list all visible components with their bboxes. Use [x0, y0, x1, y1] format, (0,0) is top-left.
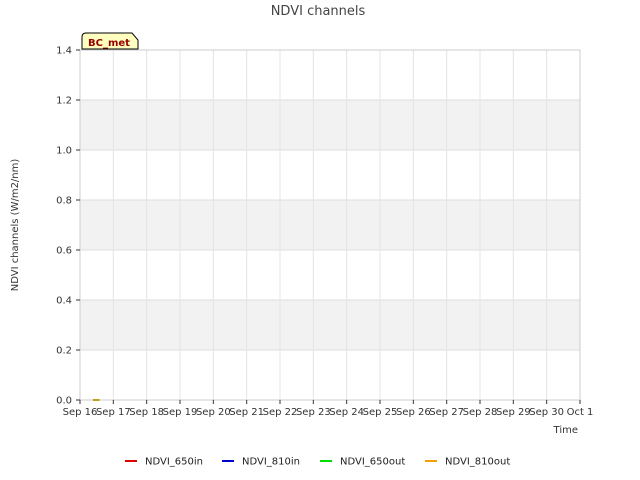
x-tick-label: Oct 1	[567, 407, 594, 418]
legend-item-NDVI_650out: NDVI_650out	[320, 457, 405, 468]
legend-item-NDVI_650in: NDVI_650in	[125, 457, 203, 468]
legend-label: NDVI_650out	[340, 457, 405, 468]
legend: NDVI_650in NDVI_810in NDVI_650out NDVI_810o…	[125, 457, 510, 468]
x-tick-label: Sep 19	[163, 407, 198, 418]
x-tick-label: Sep 26	[396, 407, 431, 418]
plot-band	[80, 150, 580, 200]
plot-band	[80, 100, 580, 150]
y-tick-label: 1.4	[56, 46, 72, 57]
chart-title: NDVI channels	[271, 4, 366, 19]
x-tick-label: Sep 22	[263, 407, 298, 418]
x-tick-label: Sep 30	[529, 407, 564, 418]
x-tick-label: Sep 17	[96, 407, 131, 418]
legend-label: NDVI_810out	[445, 457, 510, 468]
plot-band	[80, 200, 580, 250]
x-tick-label: Sep 16	[63, 407, 98, 418]
x-axis-label: Time	[553, 425, 578, 436]
x-tick-label: Sep 24	[329, 407, 364, 418]
x-tick-label: Sep 18	[129, 407, 164, 418]
legend-item-NDVI_810in: NDVI_810in	[222, 457, 300, 468]
plot-background-bands	[79, 49, 581, 401]
y-tick-label: 1.0	[56, 146, 72, 157]
legend-item-NDVI_810out: NDVI_810out	[425, 457, 510, 468]
x-tick-label: Sep 21	[229, 407, 264, 418]
x-tick-label: Sep 28	[463, 407, 498, 418]
y-tick-label: 1.2	[56, 96, 72, 107]
y-tick-label: 0.2	[56, 346, 72, 357]
plot-frame	[79, 49, 581, 401]
y-tick-label: 0.6	[56, 246, 72, 257]
plot-band	[80, 350, 580, 400]
x-tick-label: Sep 23	[296, 407, 331, 418]
y-axis: 0.0 0.2 0.4 0.6 0.8 1.0 1.2 1.4	[56, 46, 80, 407]
x-tick-label: Sep 29	[496, 407, 531, 418]
y-axis-label: NDVI channels (W/m2/nm)	[10, 159, 21, 292]
annotation-badge: BC_met	[81, 32, 139, 50]
x-tick-label: Sep 20	[196, 407, 231, 418]
x-tick-label: Sep 25	[363, 407, 398, 418]
plot-band	[80, 50, 580, 100]
y-tick-label: 0.0	[56, 396, 72, 407]
annotation-badge-text: BC_met	[88, 38, 130, 49]
y-tick-label: 0.4	[56, 296, 72, 307]
legend-label: NDVI_650in	[145, 457, 203, 468]
legend-label: NDVI_810in	[242, 457, 300, 468]
y-tick-label: 0.8	[56, 196, 72, 207]
x-tick-label: Sep 27	[429, 407, 464, 418]
plot-band	[80, 300, 580, 350]
plot-band	[80, 250, 580, 300]
